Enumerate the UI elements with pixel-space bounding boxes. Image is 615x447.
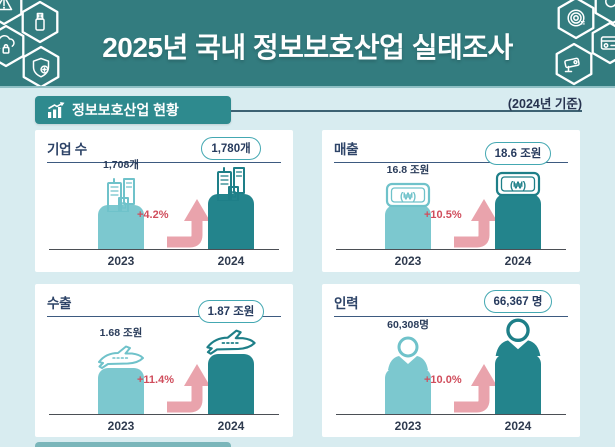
panel-title: 매출 xyxy=(334,142,359,157)
bar-2024 xyxy=(208,193,254,249)
stat-panels-grid: 기업 수 1,708개 xyxy=(35,130,580,437)
growth-indicator: +10.5% xyxy=(424,192,497,248)
airplane-icon xyxy=(206,329,256,355)
buildings-icon xyxy=(217,166,245,201)
panel-title: 기업 수 xyxy=(47,142,87,157)
growth-indicator: +10.0% xyxy=(424,357,497,413)
warning-icon xyxy=(0,0,23,26)
year-label-2023: 2023 xyxy=(107,254,135,268)
bar-2024 xyxy=(495,353,541,414)
section-header-badge: 정보보호산업 현황 xyxy=(35,96,231,124)
header-right-hexagon-icons xyxy=(555,0,615,86)
fingerprint-icon xyxy=(557,0,595,40)
person-icon xyxy=(495,318,541,356)
bar-group-2023: 1.68 조원 xyxy=(85,325,157,414)
value-badge-2024: 66,367 명 xyxy=(483,289,553,313)
panel-title: 수출 xyxy=(47,296,72,311)
axis-baseline xyxy=(49,413,279,415)
magnifier-icon xyxy=(594,0,615,25)
bar-2023 xyxy=(98,204,144,249)
value-label-2023: 1.68 조원 xyxy=(99,326,143,339)
chart-increasing-icon xyxy=(48,101,65,118)
buildings-icon xyxy=(107,177,135,212)
bar-group-2023: 1,708개 xyxy=(85,157,157,249)
airplane-icon xyxy=(98,345,144,369)
up-arrow-icon xyxy=(167,199,210,248)
value-label-2023: 1,708개 xyxy=(103,158,139,171)
bar-group-2024: 66,367 명 xyxy=(480,289,556,414)
section-title: 정보보호산업 현황 xyxy=(72,102,179,118)
panel-workforce: 인력 60,308명 +10.0% xyxy=(322,284,580,437)
header-left-hexagon-icons xyxy=(0,0,60,86)
axis-baseline xyxy=(336,248,566,250)
page-title: 2025년 국내 정보보호산업 실태조사 xyxy=(102,32,513,63)
bar-group-2024: 1.87 조원 xyxy=(193,299,269,414)
year-label-2023: 2023 xyxy=(107,419,135,433)
header-banner: 2025년 국내 정보보호산업 실태조사 xyxy=(0,0,615,88)
section-divider-line xyxy=(231,110,582,112)
growth-percent: +10.0% xyxy=(424,374,462,386)
up-arrow-icon xyxy=(167,364,210,413)
bar-chart-revenue: 16.8 조원 (₩) +10.5% 18.6 조 xyxy=(334,141,568,272)
up-arrow-icon xyxy=(454,199,497,248)
next-section-badge-partial xyxy=(35,442,231,447)
growth-percent: +10.5% xyxy=(424,209,462,221)
banknote-icon: (₩) xyxy=(385,182,431,207)
bar-chart-exports: 1.68 조원 +11.4% 1.87 조원 xyxy=(47,299,281,437)
usb-drive-icon xyxy=(21,0,59,44)
year-label-2024: 2024 xyxy=(504,419,532,433)
bar-2024 xyxy=(495,193,541,249)
bar-group-2023: 60,308명 xyxy=(372,317,444,414)
bar-2023 xyxy=(385,204,431,249)
panel-title: 인력 xyxy=(334,296,359,311)
value-badge-2024: 1,780개 xyxy=(201,136,261,160)
person-icon xyxy=(388,336,428,370)
axis-baseline xyxy=(336,413,566,415)
bar-chart-workforce: 60,308명 +10.0% 66,367 명 xyxy=(334,289,568,437)
cctv-camera-icon xyxy=(555,42,593,86)
bar-chart-company-count: 1,708개 xyxy=(47,136,281,272)
bar-2023 xyxy=(385,367,431,414)
value-badge-2024: 18.6 조원 xyxy=(484,141,552,165)
svg-text:(₩): (₩) xyxy=(510,180,526,191)
year-label-2024: 2024 xyxy=(217,254,245,268)
panel-company-count: 기업 수 1,708개 xyxy=(35,130,293,272)
credit-card-icon xyxy=(591,21,615,65)
bar-group-2024: 18.6 조원 (₩) xyxy=(480,141,556,249)
bar-2023 xyxy=(98,367,144,414)
year-label-2023: 2023 xyxy=(394,419,422,433)
svg-text:(₩): (₩) xyxy=(400,191,416,202)
basis-year-note: (2024년 기준) xyxy=(507,97,582,111)
growth-indicator: +4.2% xyxy=(137,192,210,248)
year-label-2024: 2024 xyxy=(217,419,245,433)
shield-plus-icon xyxy=(22,45,60,86)
panel-revenue: 매출 16.8 조원 (₩) +10.5% xyxy=(322,130,580,272)
cloud-lock-icon xyxy=(0,24,25,68)
year-label-2023: 2023 xyxy=(394,254,422,268)
bar-group-2023: 16.8 조원 (₩) xyxy=(372,162,444,249)
panel-exports: 수출 1.68 조원 +11.4% xyxy=(35,284,293,437)
growth-percent: +11.4% xyxy=(137,374,175,386)
axis-baseline xyxy=(49,248,279,250)
value-badge-2024: 1.87 조원 xyxy=(197,299,265,323)
up-arrow-icon xyxy=(454,364,497,413)
bar-group-2024: 1,780개 xyxy=(193,136,269,249)
value-label-2023: 16.8 조원 xyxy=(386,163,430,176)
bar-2024 xyxy=(208,353,254,414)
banknote-icon: (₩) xyxy=(495,171,541,196)
growth-percent: +4.2% xyxy=(137,209,169,221)
growth-indicator: +11.4% xyxy=(137,357,210,413)
value-label-2023: 60,308명 xyxy=(387,318,429,331)
year-label-2024: 2024 xyxy=(504,254,532,268)
